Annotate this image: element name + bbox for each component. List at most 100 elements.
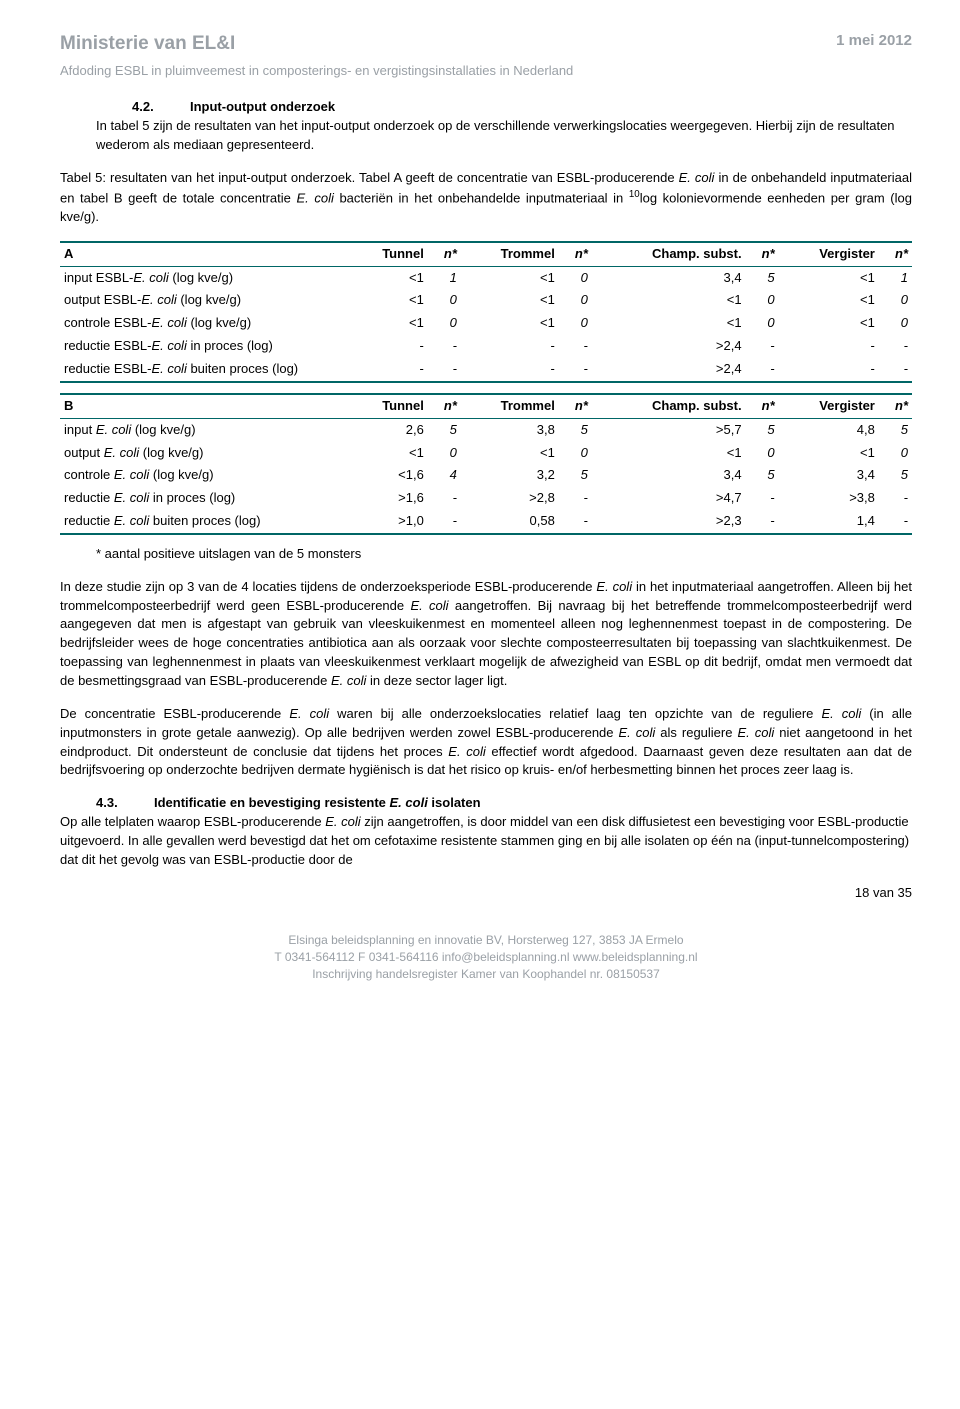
cell: - (879, 487, 912, 510)
cell: <1 (592, 442, 746, 465)
caption-sup: 10 (629, 189, 640, 200)
cell: >5,7 (592, 418, 746, 441)
cell: 0 (879, 312, 912, 335)
cell: - (879, 358, 912, 382)
cell: 0 (428, 289, 461, 312)
section-4-2-num: 4.2. (132, 98, 190, 117)
caption-seg: Tabel 5: resultaten van het input-output… (60, 170, 679, 185)
row-label: output E. coli (log kve/g) (60, 442, 350, 465)
cell: - (779, 358, 879, 382)
footer-line2: T 0341-564112 F 0341-564116 info@beleids… (60, 949, 912, 966)
cell: 5 (879, 464, 912, 487)
para-after-tables: In deze studie zijn op 3 van de 4 locati… (60, 578, 912, 691)
cell: 5 (746, 464, 779, 487)
cell: 0,58 (461, 510, 559, 534)
table-row: controle E. coli (log kve/g)<1,643,253,4… (60, 464, 912, 487)
cell: >1,6 (350, 487, 428, 510)
cell: 0 (879, 289, 912, 312)
row-label: input ESBL-E. coli (log kve/g) (60, 266, 350, 289)
cell: 0 (879, 442, 912, 465)
cell: 0 (746, 289, 779, 312)
col-nstar: n* (559, 242, 592, 266)
section-4-3-title-b: isolaten (428, 795, 481, 810)
cell: 0 (746, 442, 779, 465)
text-italic: E. coli (448, 744, 485, 759)
cell: 3,4 (779, 464, 879, 487)
cell: 0 (428, 442, 461, 465)
cell: - (559, 335, 592, 358)
cell: <1 (592, 289, 746, 312)
cell: - (879, 335, 912, 358)
cell: 1,4 (779, 510, 879, 534)
cell: 0 (559, 442, 592, 465)
cell: 0 (559, 289, 592, 312)
text-italic: E. coli (737, 725, 774, 740)
cell: 0 (746, 312, 779, 335)
table-b-label: B (60, 394, 350, 418)
doc-subtitle: Afdoding ESBL in pluimveemest in compost… (60, 62, 912, 81)
cell: - (779, 335, 879, 358)
cell: >2,3 (592, 510, 746, 534)
cell: 5 (428, 418, 461, 441)
footer: Elsinga beleidsplanning en innovatie BV,… (60, 932, 912, 982)
cell: 0 (559, 266, 592, 289)
text-italic: E. coli (331, 673, 366, 688)
cell: - (428, 335, 461, 358)
footer-line3: Inschrijving handelsregister Kamer van K… (60, 966, 912, 983)
cell: - (879, 510, 912, 534)
cell: >4,7 (592, 487, 746, 510)
col-nstar: n* (428, 242, 461, 266)
cell: 5 (746, 266, 779, 289)
text-italic: E. coli (596, 579, 632, 594)
table-row: output ESBL-E. coli (log kve/g)<10<10<10… (60, 289, 912, 312)
cell: - (350, 335, 428, 358)
cell: 3,2 (461, 464, 559, 487)
table-row: reductie ESBL-E. coli in proces (log)---… (60, 335, 912, 358)
para-conclusion: De concentratie ESBL-producerende E. col… (60, 705, 912, 780)
text: in deze sector lager ligt. (366, 673, 507, 688)
row-label: controle E. coli (log kve/g) (60, 464, 350, 487)
cell: <1 (350, 442, 428, 465)
cell: >2,4 (592, 335, 746, 358)
col-vergister: Vergister (779, 394, 879, 418)
cell: - (746, 487, 779, 510)
col-trommel: Trommel (461, 394, 559, 418)
col-vergister: Vergister (779, 242, 879, 266)
cell: 0 (559, 312, 592, 335)
section-4-3-p1: Op alle telplaten waarop ESBL-produceren… (60, 814, 909, 867)
section-4-3: 4.3.Identificatie en bevestiging resiste… (60, 794, 912, 869)
table-row: reductie E. coli buiten proces (log)>1,0… (60, 510, 912, 534)
table-a: A Tunnel n* Trommel n* Champ. subst. n* … (60, 241, 912, 383)
section-4-3-num: 4.3. (96, 794, 154, 813)
cell: - (428, 487, 461, 510)
table-row: output E. coli (log kve/g)<10<10<10<10 (60, 442, 912, 465)
col-champ: Champ. subst. (592, 394, 746, 418)
cell: <1,6 (350, 464, 428, 487)
text: De concentratie ESBL-producerende (60, 706, 289, 721)
section-4-2-p1: In tabel 5 zijn de resultaten van het in… (96, 118, 895, 152)
doc-date: 1 mei 2012 (836, 30, 912, 58)
row-label: output ESBL-E. coli (log kve/g) (60, 289, 350, 312)
caption-seg: bacteriën in het onbehandelde inputmater… (334, 190, 629, 205)
cell: 4 (428, 464, 461, 487)
table-footnote: * aantal positieve uitslagen van de 5 mo… (96, 545, 912, 564)
cell: - (746, 510, 779, 534)
col-champ: Champ. subst. (592, 242, 746, 266)
table-row: reductie ESBL-E. coli buiten proces (log… (60, 358, 912, 382)
row-label: reductie ESBL-E. coli buiten proces (log… (60, 358, 350, 382)
cell: 5 (559, 464, 592, 487)
caption-seg-italic: E. coli (679, 170, 715, 185)
cell: - (559, 487, 592, 510)
row-label: reductie ESBL-E. coli in proces (log) (60, 335, 350, 358)
text-italic: E. coli (619, 725, 656, 740)
footer-line1: Elsinga beleidsplanning en innovatie BV,… (60, 932, 912, 949)
col-nstar: n* (746, 394, 779, 418)
cell: <1 (592, 312, 746, 335)
text: waren bij alle onderzoekslocaties relati… (329, 706, 821, 721)
cell: 4,8 (779, 418, 879, 441)
text-italic: E. coli (289, 706, 329, 721)
table-row: input E. coli (log kve/g)2,653,85>5,754,… (60, 418, 912, 441)
cell: 3,4 (592, 266, 746, 289)
table5-caption: Tabel 5: resultaten van het input-output… (60, 169, 912, 227)
table-b: B Tunnel n* Trommel n* Champ. subst. n* … (60, 393, 912, 535)
